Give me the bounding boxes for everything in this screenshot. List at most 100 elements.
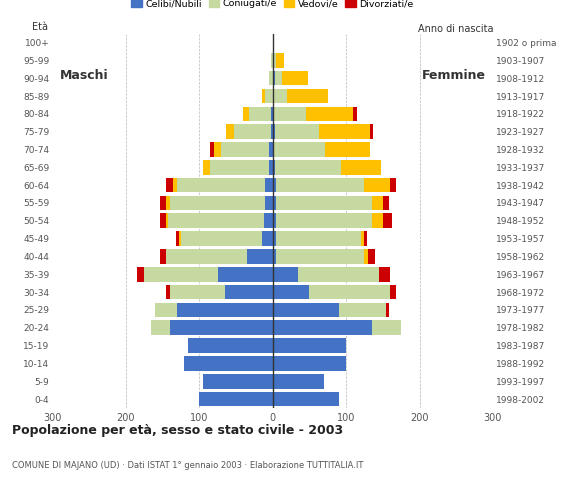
Bar bbox=[181, 231, 262, 246]
Bar bbox=[166, 178, 173, 192]
Bar bbox=[390, 285, 396, 300]
Bar bbox=[273, 142, 274, 157]
Bar bbox=[273, 178, 276, 192]
Bar bbox=[372, 214, 383, 228]
Text: Età: Età bbox=[32, 22, 48, 32]
Bar bbox=[273, 89, 287, 103]
Bar bbox=[177, 302, 273, 317]
Bar bbox=[390, 178, 396, 192]
Bar bbox=[203, 160, 210, 175]
Bar bbox=[271, 53, 273, 68]
Text: Maschi: Maschi bbox=[60, 69, 108, 82]
Bar bbox=[273, 338, 346, 353]
Bar bbox=[173, 178, 177, 192]
Bar bbox=[265, 196, 273, 210]
Bar bbox=[379, 267, 390, 282]
Bar bbox=[275, 160, 341, 175]
Bar bbox=[160, 214, 166, 228]
Bar bbox=[341, 160, 381, 175]
Bar bbox=[353, 107, 357, 121]
Bar bbox=[319, 124, 370, 139]
Bar bbox=[160, 196, 166, 210]
Bar bbox=[276, 231, 361, 246]
Text: COMUNE DI MAJANO (UD) · Dati ISTAT 1° gennaio 2003 · Elaborazione TUTTITALIA.IT: COMUNE DI MAJANO (UD) · Dati ISTAT 1° ge… bbox=[12, 461, 363, 470]
Bar bbox=[273, 302, 339, 317]
Bar bbox=[339, 302, 386, 317]
Bar bbox=[264, 214, 273, 228]
Bar bbox=[168, 214, 264, 228]
Bar bbox=[273, 285, 309, 300]
Bar bbox=[271, 124, 273, 139]
Bar bbox=[276, 53, 284, 68]
Bar bbox=[383, 214, 392, 228]
Bar bbox=[188, 338, 273, 353]
Bar bbox=[170, 285, 225, 300]
Bar bbox=[325, 142, 369, 157]
Bar bbox=[276, 178, 364, 192]
Bar bbox=[166, 196, 170, 210]
Bar bbox=[309, 285, 390, 300]
Bar bbox=[306, 107, 353, 121]
Bar bbox=[273, 249, 276, 264]
Bar bbox=[287, 89, 328, 103]
Bar bbox=[234, 124, 271, 139]
Bar bbox=[170, 196, 265, 210]
Bar bbox=[273, 71, 275, 85]
Bar bbox=[275, 71, 282, 85]
Bar bbox=[276, 249, 364, 264]
Bar bbox=[203, 374, 273, 389]
Bar bbox=[243, 107, 249, 121]
Bar bbox=[265, 178, 273, 192]
Bar bbox=[372, 321, 401, 335]
Bar bbox=[226, 124, 234, 139]
Bar bbox=[166, 249, 247, 264]
Bar bbox=[273, 321, 372, 335]
Bar bbox=[269, 142, 273, 157]
Bar bbox=[166, 285, 170, 300]
Bar bbox=[265, 89, 273, 103]
Bar bbox=[177, 178, 265, 192]
Bar bbox=[269, 71, 273, 85]
Bar bbox=[249, 107, 271, 121]
Bar bbox=[262, 231, 273, 246]
Bar bbox=[298, 267, 379, 282]
Bar bbox=[273, 107, 306, 121]
Bar bbox=[144, 267, 218, 282]
Bar bbox=[364, 231, 367, 246]
Bar bbox=[273, 356, 346, 371]
Bar bbox=[273, 124, 275, 139]
Bar bbox=[170, 321, 273, 335]
Bar bbox=[282, 71, 308, 85]
Bar bbox=[372, 196, 383, 210]
Bar bbox=[383, 196, 389, 210]
Bar bbox=[275, 124, 319, 139]
Text: Anno di nascita: Anno di nascita bbox=[418, 24, 493, 34]
Text: Femmine: Femmine bbox=[422, 69, 485, 82]
Bar bbox=[218, 267, 273, 282]
Bar bbox=[271, 107, 273, 121]
Bar bbox=[176, 231, 179, 246]
Bar bbox=[210, 160, 269, 175]
Legend: Celibi/Nubili, Coniugati/e, Vedovi/e, Divorziati/e: Celibi/Nubili, Coniugati/e, Vedovi/e, Di… bbox=[128, 0, 418, 12]
Bar bbox=[273, 160, 275, 175]
Bar bbox=[214, 142, 221, 157]
Bar bbox=[368, 249, 375, 264]
Bar bbox=[184, 356, 273, 371]
Bar bbox=[247, 249, 273, 264]
Bar bbox=[273, 374, 324, 389]
Bar bbox=[199, 392, 273, 407]
Bar bbox=[137, 267, 144, 282]
Bar bbox=[276, 196, 372, 210]
Bar bbox=[364, 249, 368, 264]
Bar bbox=[273, 267, 298, 282]
Bar bbox=[179, 231, 181, 246]
Bar bbox=[262, 89, 265, 103]
Bar bbox=[166, 214, 168, 228]
Bar bbox=[273, 392, 339, 407]
Bar bbox=[221, 142, 269, 157]
Bar bbox=[225, 285, 273, 300]
Bar bbox=[273, 196, 276, 210]
Bar bbox=[151, 321, 170, 335]
Bar bbox=[273, 53, 276, 68]
Bar bbox=[364, 178, 390, 192]
